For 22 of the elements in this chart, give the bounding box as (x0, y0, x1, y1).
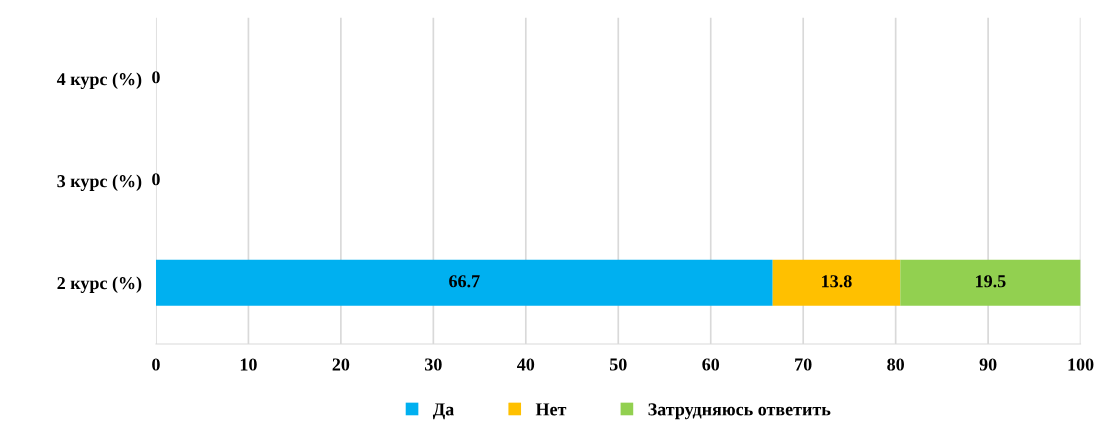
data-label: 19.5 (976, 275, 1006, 288)
legend-label: Затрудняюсь ответить (648, 403, 831, 420)
data-label: 0 (152, 71, 160, 84)
x-tick-label: 20 (332, 358, 350, 371)
x-tick-label: 70 (795, 358, 812, 371)
y-tick-label: 3 курс (%) (57, 174, 142, 191)
x-tick-label: 90 (979, 358, 997, 371)
data-label: 0 (152, 173, 160, 186)
y-tick-label: 2 курс (%) (57, 276, 142, 293)
x-tick-label: 10 (240, 358, 257, 371)
x-tick-label: 50 (609, 358, 627, 371)
x-tick-label: 60 (702, 358, 720, 371)
legend-label: Да (432, 403, 454, 420)
x-tick-label: 40 (517, 358, 535, 371)
legend-label: Нет (535, 403, 567, 416)
y-tick-label: 4 курс (%) (56, 72, 142, 89)
x-tick-label: 30 (425, 358, 442, 371)
data-label: 66.7 (449, 275, 480, 288)
x-tick-label: 100 (1068, 358, 1094, 371)
x-tick-label: 80 (887, 358, 904, 371)
x-tick-label: 0 (152, 358, 160, 371)
data-label: 13.8 (822, 275, 852, 288)
